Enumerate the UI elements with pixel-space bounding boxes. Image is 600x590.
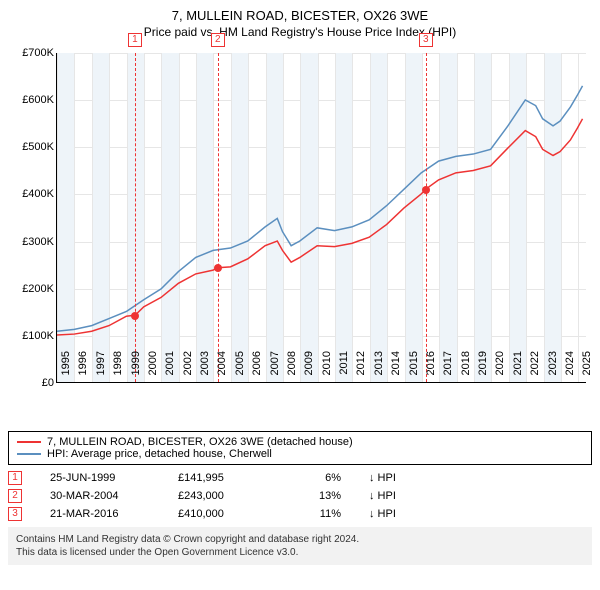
sale-date: 21-MAR-2016 bbox=[50, 508, 150, 520]
x-axis-label: 2022 bbox=[529, 351, 541, 387]
x-axis-label: 2019 bbox=[477, 351, 489, 387]
sale-row: 3 21-MAR-2016 £410,000 11% ↓ HPI bbox=[8, 507, 592, 521]
x-axis-label: 2015 bbox=[408, 351, 420, 387]
sale-date: 30-MAR-2004 bbox=[50, 490, 150, 502]
y-axis-label: £300K bbox=[10, 236, 54, 248]
price-chart: 123 £0£100K£200K£300K£400K£500K£600K£700… bbox=[8, 47, 592, 427]
sale-row: 1 25-JUN-1999 £141,995 6% ↓ HPI bbox=[8, 471, 592, 485]
sale-pct: 11% bbox=[296, 508, 341, 520]
x-axis-label: 1997 bbox=[95, 351, 107, 387]
x-axis-label: 2012 bbox=[355, 351, 367, 387]
sale-row: 2 30-MAR-2004 £243,000 13% ↓ HPI bbox=[8, 489, 592, 503]
x-axis-label: 2002 bbox=[182, 351, 194, 387]
sale-point bbox=[422, 186, 430, 194]
legend-label: HPI: Average price, detached house, Cher… bbox=[47, 448, 272, 460]
x-axis-label: 2003 bbox=[199, 351, 211, 387]
x-axis-label: 2008 bbox=[286, 351, 298, 387]
x-axis-label: 2006 bbox=[251, 351, 263, 387]
x-axis-label: 2004 bbox=[216, 351, 228, 387]
x-axis-label: 2005 bbox=[234, 351, 246, 387]
legend-swatch bbox=[17, 441, 41, 443]
x-axis-label: 2025 bbox=[581, 351, 593, 387]
x-axis-label: 2013 bbox=[373, 351, 385, 387]
footer-line: Contains HM Land Registry data © Crown c… bbox=[16, 533, 584, 546]
x-axis-label: 2023 bbox=[547, 351, 559, 387]
attribution-footer: Contains HM Land Registry data © Crown c… bbox=[8, 527, 592, 565]
y-axis-label: £500K bbox=[10, 141, 54, 153]
sale-pct: 6% bbox=[296, 472, 341, 484]
page-title: 7, MULLEIN ROAD, BICESTER, OX26 3WE bbox=[8, 8, 592, 23]
y-axis-label: £400K bbox=[10, 188, 54, 200]
x-axis-label: 2021 bbox=[512, 351, 524, 387]
chart-marker: 3 bbox=[419, 33, 433, 47]
footer-line: This data is licensed under the Open Gov… bbox=[16, 546, 584, 559]
x-axis-label: 2018 bbox=[460, 351, 472, 387]
x-axis-label: 1998 bbox=[112, 351, 124, 387]
sale-direction: ↓ HPI bbox=[369, 472, 396, 484]
sale-price: £141,995 bbox=[178, 472, 268, 484]
legend-item: 7, MULLEIN ROAD, BICESTER, OX26 3WE (det… bbox=[17, 436, 583, 448]
x-axis-label: 2009 bbox=[303, 351, 315, 387]
sale-pct: 13% bbox=[296, 490, 341, 502]
legend-label: 7, MULLEIN ROAD, BICESTER, OX26 3WE (det… bbox=[47, 436, 353, 448]
sale-point bbox=[131, 312, 139, 320]
sale-price: £410,000 bbox=[178, 508, 268, 520]
legend-swatch bbox=[17, 453, 41, 455]
x-axis-label: 2016 bbox=[425, 351, 437, 387]
sale-marker: 1 bbox=[8, 471, 22, 485]
sale-point bbox=[214, 264, 222, 272]
sale-direction: ↓ HPI bbox=[369, 490, 396, 502]
x-axis-label: 2024 bbox=[564, 351, 576, 387]
sale-marker: 3 bbox=[8, 507, 22, 521]
y-axis-label: £100K bbox=[10, 330, 54, 342]
x-axis-label: 2001 bbox=[164, 351, 176, 387]
y-axis-label: £700K bbox=[10, 47, 54, 59]
page-subtitle: Price paid vs. HM Land Registry's House … bbox=[8, 25, 592, 39]
x-axis-label: 2011 bbox=[338, 351, 350, 387]
sale-date: 25-JUN-1999 bbox=[50, 472, 150, 484]
x-axis-label: 1999 bbox=[130, 351, 142, 387]
x-axis-label: 2007 bbox=[269, 351, 281, 387]
y-axis-label: £0 bbox=[10, 377, 54, 389]
sale-price: £243,000 bbox=[178, 490, 268, 502]
y-axis-label: £200K bbox=[10, 283, 54, 295]
chart-marker: 1 bbox=[128, 33, 142, 47]
chart-legend: 7, MULLEIN ROAD, BICESTER, OX26 3WE (det… bbox=[8, 431, 592, 465]
x-axis-label: 1996 bbox=[77, 351, 89, 387]
sales-table: 1 25-JUN-1999 £141,995 6% ↓ HPI 2 30-MAR-2004 £… bbox=[8, 471, 592, 521]
y-axis-label: £600K bbox=[10, 94, 54, 106]
x-axis-label: 2020 bbox=[494, 351, 506, 387]
sale-direction: ↓ HPI bbox=[369, 508, 396, 520]
sale-marker: 2 bbox=[8, 489, 22, 503]
legend-item: HPI: Average price, detached house, Cher… bbox=[17, 448, 583, 460]
x-axis-label: 2010 bbox=[321, 351, 333, 387]
x-axis-label: 2000 bbox=[147, 351, 159, 387]
chart-marker: 2 bbox=[211, 33, 225, 47]
x-axis-label: 2017 bbox=[442, 351, 454, 387]
x-axis-label: 2014 bbox=[390, 351, 402, 387]
x-axis-label: 1995 bbox=[60, 351, 72, 387]
